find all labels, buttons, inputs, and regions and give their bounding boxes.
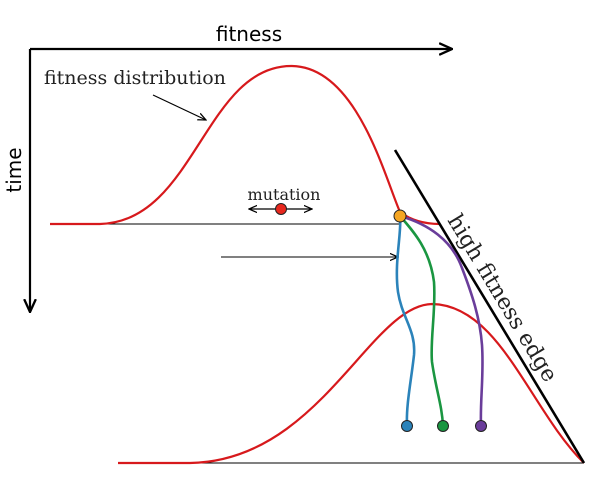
descendant-dot-purple [475,420,487,432]
mutation-dot [275,203,287,215]
mutation-label: mutation [248,185,321,204]
high-fitness-edge-line [393,149,586,464]
upper-distribution-curve [50,64,441,226]
descendant-dot-blue [401,420,413,432]
y-axis-label: time [2,147,26,192]
lineage-blue [395,215,416,427]
distribution-label: fitness distribution [44,67,226,89]
descendant-dot-green [437,420,449,432]
distribution-pointer-arrow [152,94,206,120]
lower-distribution-curve [118,302,585,465]
edge-label: high fitness edge [442,210,562,386]
ancestor-dot [393,209,407,223]
lineage-green [399,215,445,427]
x-axis-label: fitness [216,22,282,46]
lineage-purple [399,214,484,427]
